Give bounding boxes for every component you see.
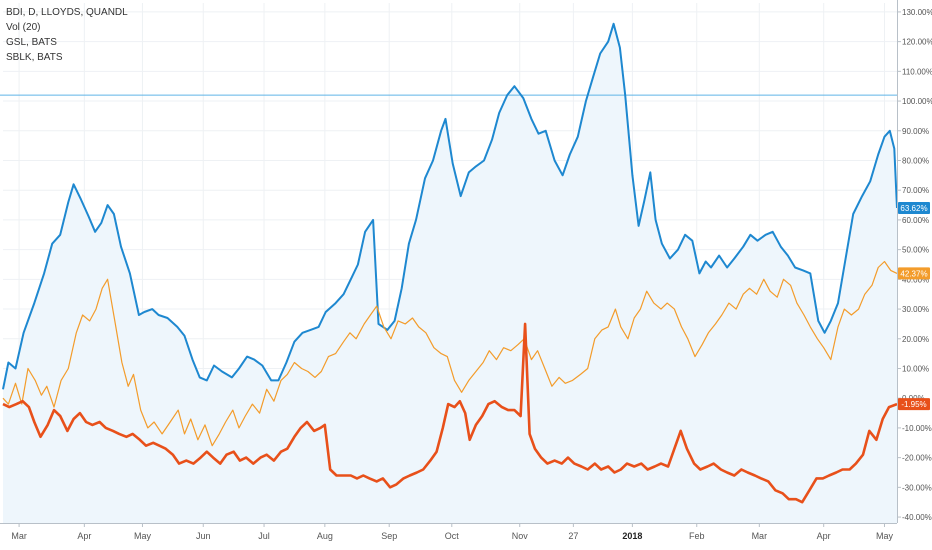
legend: BDI, D, LLOYDS, QUANDL Vol (20) GSL, BAT…: [6, 5, 128, 65]
y-tick-label: 30.00%: [902, 305, 929, 314]
x-tick-label: Jul: [258, 531, 270, 541]
x-tick-label: 27: [568, 531, 578, 541]
y-tick-label: 20.00%: [902, 335, 929, 344]
x-tick-label: Feb: [689, 531, 705, 541]
y-tick-label: 130.00%: [902, 8, 932, 17]
x-tick-label: Mar: [11, 531, 27, 541]
y-tick-label: 100.00%: [902, 97, 932, 106]
x-tick-label: Nov: [512, 531, 529, 541]
y-tick-label: 80.00%: [902, 156, 929, 165]
x-tick-label: 2018: [622, 531, 642, 541]
y-tick-label: 40.00%: [902, 275, 929, 284]
bdi-last-value-label: 63.62%: [900, 204, 927, 213]
gsl-line: [2, 260, 898, 447]
y-tick-label: 120.00%: [902, 38, 932, 47]
x-tick-label: May: [134, 531, 152, 541]
y-tick-label: 50.00%: [902, 246, 929, 255]
y-tick-label: -40.00%: [902, 513, 932, 522]
gsl-last-value-badge: [898, 267, 930, 280]
legend-item-bdi[interactable]: BDI, D, LLOYDS, QUANDL: [6, 7, 128, 18]
x-tick-label: Sep: [381, 531, 397, 541]
x-tick-label: Oct: [445, 531, 460, 541]
sblk-last-value-label: -1.95%: [901, 400, 926, 409]
y-tick-label: 90.00%: [902, 127, 929, 136]
bdi-line: [2, 22, 898, 390]
bdi-area-fill: [3, 23, 897, 524]
x-axis-labels: Mar Apr May Jun Jul Aug Sep Oct Nov 27 2018 Feb Mar A…: [11, 523, 893, 541]
y-axis-labels: 130.00% 120.00% 110.00% 100.00% 90.00% 80.00%…: [897, 8, 932, 522]
y-tick-label: 70.00%: [902, 186, 929, 195]
series-lines: [2, 22, 898, 504]
x-tick-label: Mar: [752, 531, 768, 541]
y-tick-label: 10.00%: [902, 364, 929, 373]
gsl-last-value-label: 42.37%: [900, 269, 927, 278]
series-fill-area: [3, 23, 897, 524]
y-tick-label: 60.00%: [902, 216, 929, 225]
bdi-last-value-badge: [898, 202, 930, 215]
legend-item-gsl[interactable]: GSL, BATS: [6, 37, 57, 48]
x-tick-label: Aug: [317, 531, 333, 541]
x-tick-label: May: [876, 531, 894, 541]
y-tick-label: -10.00%: [902, 424, 932, 433]
x-tick-label: Jun: [196, 531, 211, 541]
legend-item-vol[interactable]: Vol (20): [6, 22, 41, 33]
y-tick-label: -20.00%: [902, 454, 932, 463]
sblk-line: [2, 322, 898, 504]
legend-item-sblk[interactable]: SBLK, BATS: [6, 52, 63, 63]
sblk-last-value-badge: [898, 398, 930, 411]
last-value-badges: 63.62% 42.37% -1.95%: [898, 202, 930, 411]
y-tick-label: -30.00%: [902, 483, 932, 492]
x-tick-label: Apr: [77, 531, 91, 541]
y-tick-label: 110.00%: [902, 67, 932, 76]
x-tick-label: Apr: [817, 531, 831, 541]
